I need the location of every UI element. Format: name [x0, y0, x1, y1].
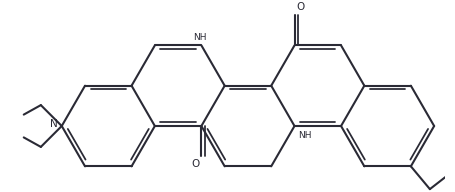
Text: O: O: [296, 2, 304, 12]
Text: N: N: [50, 119, 58, 129]
Text: O: O: [191, 159, 199, 169]
Text: NH: NH: [298, 131, 311, 140]
Text: NH: NH: [192, 33, 206, 42]
